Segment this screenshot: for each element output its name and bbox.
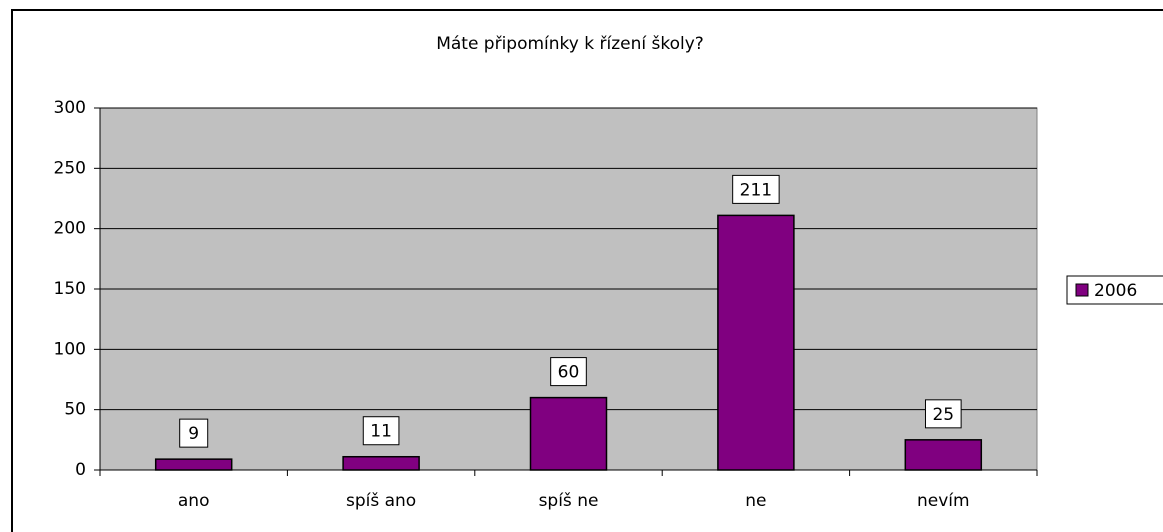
data-label-box (179, 418, 209, 448)
data-label-box (732, 174, 780, 204)
y-tick-label: 300 (54, 98, 86, 118)
data-label: 9 (188, 424, 199, 444)
legend-swatch (1075, 283, 1089, 297)
y-tick-label: 250 (54, 158, 86, 178)
x-tick-label: ne (745, 491, 766, 511)
y-tick-label: 150 (54, 279, 86, 299)
data-label-box (924, 399, 962, 429)
y-tick-label: 0 (75, 460, 86, 480)
data-label-box (550, 357, 587, 387)
x-tick-label: nevím (917, 491, 970, 511)
data-label: 25 (932, 405, 954, 425)
bar (154, 458, 233, 471)
data-label: 60 (558, 363, 580, 383)
data-label: 11 (370, 422, 392, 442)
bar (717, 214, 795, 471)
bar (529, 396, 608, 471)
x-tick-label: ano (178, 491, 210, 511)
y-tick-label: 50 (64, 400, 86, 420)
data-label: 211 (740, 180, 772, 200)
x-tick-label: spíš ano (346, 491, 416, 511)
chart-title: Máte připomínky k řízení školy? (436, 34, 704, 54)
bar (342, 455, 420, 471)
y-tick-label: 200 (54, 219, 86, 239)
legend-label: 2006 (1094, 281, 1137, 301)
y-tick-label: 100 (54, 339, 86, 359)
x-tick-label: spíš ne (539, 491, 599, 511)
data-label-box (362, 416, 400, 446)
bar (904, 439, 983, 471)
